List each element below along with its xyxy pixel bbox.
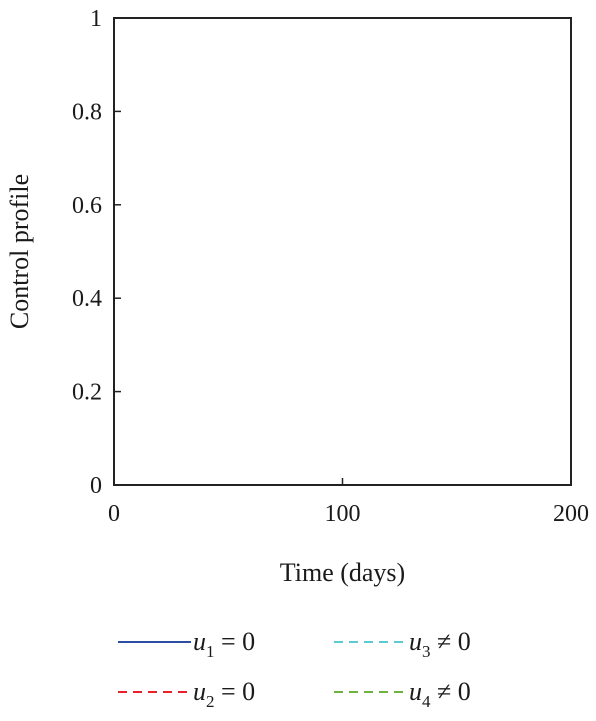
y-tick-label: 1: [90, 6, 102, 32]
legend: u1 = 0 u2 = 0 u3 ≠ 0 u4 ≠ 0: [118, 627, 471, 711]
legend-label-u2: u2 = 0: [193, 677, 255, 711]
ticks-layer: 0 100 200 0 0.2 0.4 0.6 0.8 1: [72, 6, 589, 527]
y-tick-label: 0.4: [72, 286, 102, 312]
series-line-u3: [114, 17, 572, 485]
y-tick-label: 0.2: [72, 380, 102, 406]
series-layer: [114, 17, 572, 486]
legend-label-u1: u1 = 0: [193, 627, 255, 661]
y-axis-title: Control profile: [5, 174, 34, 329]
x-tick-label: 0: [108, 501, 120, 527]
x-tick-label: 100: [325, 501, 361, 527]
legend-label-u4: u4 ≠ 0: [409, 677, 471, 711]
plot-frame: [113, 17, 572, 486]
x-tick-label: 200: [553, 501, 589, 527]
y-tick-label: 0.8: [72, 99, 102, 125]
x-axis-title: Time (days): [280, 558, 405, 587]
y-tick-label: 0.6: [72, 193, 102, 219]
y-tick-label: 0: [90, 473, 102, 499]
series-line-u4: [114, 17, 572, 485]
legend-label-u3: u3 ≠ 0: [409, 627, 471, 661]
